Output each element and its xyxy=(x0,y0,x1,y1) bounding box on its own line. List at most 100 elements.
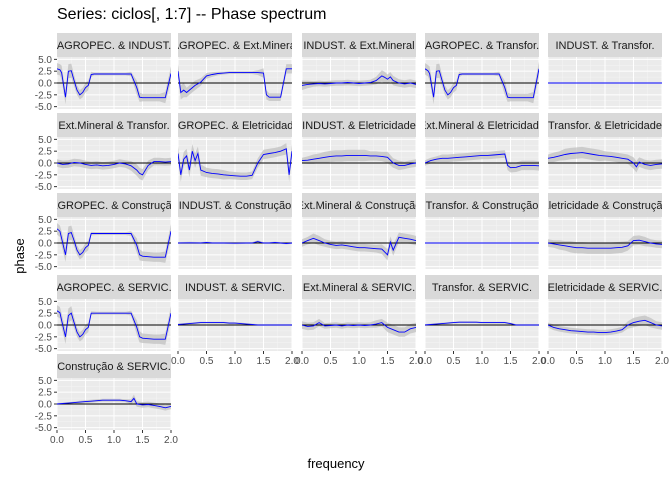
facet-strip-label: INDUST. & SERVIC. xyxy=(185,282,285,294)
facet-panel: Transfor. & SERVIC. 0.0 0.5 1.0 1.5 2.0 xyxy=(418,275,546,367)
confidence-band xyxy=(57,394,171,411)
phase-line xyxy=(425,68,539,99)
phase-line xyxy=(302,236,416,256)
x-tick-label: 1.0 xyxy=(475,356,489,367)
confidence-band xyxy=(302,70,416,91)
facet-strip-label: Ext.Mineral & SERVIC. xyxy=(303,282,415,294)
x-tick-label: 0.5 xyxy=(447,356,461,367)
phase-line xyxy=(425,153,539,169)
phase-line xyxy=(302,154,416,166)
phase-line xyxy=(57,228,171,258)
facet-strip xyxy=(178,193,292,217)
facet-panel: Eletricidade & Construção xyxy=(547,193,663,269)
facet-panel: Ext.Mineral & Eletricidade xyxy=(419,113,545,189)
facet-strip xyxy=(425,275,539,299)
x-tick-label: 1.5 xyxy=(504,356,518,367)
phase-line xyxy=(178,241,292,244)
confidence-band xyxy=(302,318,416,337)
facet-strip xyxy=(57,354,171,378)
facet-panel: Ext.Mineral & Construção xyxy=(301,193,417,269)
x-tick-label: 2.0 xyxy=(285,356,299,367)
x-tick-label: 0.5 xyxy=(570,356,584,367)
facet-strip xyxy=(548,275,662,299)
facet-strip xyxy=(57,193,171,217)
facet-strip-label: Construção & SERVIC. xyxy=(57,361,171,373)
x-tick-label: 0.0 xyxy=(295,356,309,367)
facet-panel: Ext.Mineral & SERVIC. 0.0 0.5 1.0 1.5 2.0 xyxy=(295,275,423,367)
confidence-band xyxy=(548,235,662,254)
facet-strip xyxy=(548,113,662,137)
confidence-band xyxy=(425,150,539,173)
phase-line xyxy=(57,161,171,176)
facet-strip xyxy=(57,33,171,57)
facet-strip xyxy=(302,193,416,217)
y-tick-label: -5.0 xyxy=(35,182,53,193)
x-tick-label: 2.0 xyxy=(164,435,178,446)
facet-strip xyxy=(178,275,292,299)
facet-panel: INDUST. & Eletricidade xyxy=(301,113,417,189)
y-tick-label: -2.5 xyxy=(35,250,53,261)
y-tick-label: -5.0 xyxy=(35,423,53,434)
facet-panel: AGROPEC. & Ext.Mineral xyxy=(172,33,299,109)
phase-line xyxy=(57,68,171,99)
facet-strip-label: Eletricidade & SERVIC. xyxy=(548,282,663,294)
facet-strip xyxy=(57,275,171,299)
confidence-band xyxy=(57,305,171,345)
facet-strip xyxy=(302,33,416,57)
x-tick-label: 1.5 xyxy=(627,356,641,367)
facet-panel: AGROPEC. & Eletricidade xyxy=(171,113,300,189)
phase-line xyxy=(178,148,292,177)
facet-panel: AGROPEC. & Transfor. xyxy=(424,33,540,109)
phase-line xyxy=(302,322,416,333)
x-tick-label: 1.0 xyxy=(228,356,242,367)
facet-panel: AGROPEC. & INDUST. 5.02.50.0-2.5-5.0 xyxy=(35,33,172,113)
facet-panel: INDUST. & Transfor. xyxy=(547,33,663,109)
y-tick-label: 2.5 xyxy=(38,227,52,238)
confidence-band xyxy=(548,315,662,336)
y-tick-label: 2.5 xyxy=(38,67,52,78)
y-tick-label: -5.0 xyxy=(35,102,53,113)
x-axis-title: frequency xyxy=(307,456,365,471)
phase-line xyxy=(57,310,171,340)
y-tick-label: 5.0 xyxy=(38,55,52,66)
y-tick-label: 2.5 xyxy=(38,309,52,320)
phase-line xyxy=(548,239,662,249)
y-tick-label: -5.0 xyxy=(35,344,53,355)
x-tick-label: 0.5 xyxy=(200,356,214,367)
x-tick-label: 0.0 xyxy=(50,435,64,446)
facet-strip-label: Ext.Mineral & Transfor. xyxy=(58,120,169,132)
facet-strip xyxy=(57,113,171,137)
y-tick-label: -5.0 xyxy=(35,262,53,273)
facet-strip-label: INDUST. & Ext.Mineral xyxy=(303,40,414,52)
phase-line xyxy=(302,75,416,86)
facet-strip xyxy=(425,33,539,57)
facet-strip xyxy=(425,113,539,137)
x-tick-label: 0.5 xyxy=(79,435,93,446)
phase-line xyxy=(57,397,171,409)
phase-line xyxy=(178,322,292,326)
y-tick-label: 5.0 xyxy=(38,297,52,308)
facet-strip-label: AGROPEC. & Ext.Mineral xyxy=(172,40,299,52)
y-tick-label: -2.5 xyxy=(35,411,53,422)
x-tick-label: 0.5 xyxy=(324,356,338,367)
facet-strip-label: AGROPEC. & Eletricidade xyxy=(171,120,300,132)
phase-line xyxy=(548,152,662,168)
x-tick-label: 0.0 xyxy=(541,356,555,367)
x-tick-label: 2.0 xyxy=(655,356,669,367)
x-tick-label: 1.5 xyxy=(381,356,395,367)
facet-panel: AGROPEC. & SERVIC. 5.02.50.0-2.5-5.0 xyxy=(35,275,172,355)
confidence-band xyxy=(57,63,171,105)
y-tick-label: 5.0 xyxy=(38,135,52,146)
facet-panel: Eletricidade & SERVIC. 0.0 0.5 1.0 1.5 2.0 xyxy=(541,275,669,367)
facet-strip-label: Ext.Mineral & Eletricidade xyxy=(419,120,545,132)
y-tick-label: -2.5 xyxy=(35,90,53,101)
x-tick-label: 1.0 xyxy=(598,356,612,367)
facet-strip-label: INDUST. & Eletricidade xyxy=(302,120,416,132)
facet-strip xyxy=(302,113,416,137)
facet-strip xyxy=(425,193,539,217)
facet-panel: Transfor. & Eletricidade xyxy=(547,113,663,189)
x-tick-label: 1.0 xyxy=(107,435,121,446)
facet-strip-label: AGROPEC. & Construção xyxy=(50,200,178,212)
facet-panel: INDUST. & Construção xyxy=(177,193,293,269)
